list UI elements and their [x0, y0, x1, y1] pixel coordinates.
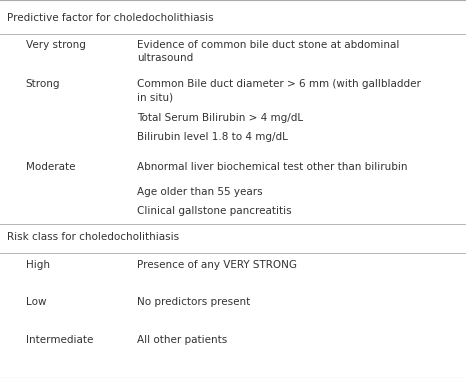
- Text: Low: Low: [26, 297, 46, 307]
- Text: Age older than 55 years: Age older than 55 years: [137, 187, 263, 197]
- Text: Bilirubin level 1.8 to 4 mg/dL: Bilirubin level 1.8 to 4 mg/dL: [137, 132, 288, 142]
- Text: Common Bile duct diameter > 6 mm (with gallbladder
in situ): Common Bile duct diameter > 6 mm (with g…: [137, 79, 421, 102]
- Text: Strong: Strong: [26, 79, 60, 89]
- Text: Clinical gallstone pancreatitis: Clinical gallstone pancreatitis: [137, 206, 292, 216]
- Text: Intermediate: Intermediate: [26, 335, 93, 345]
- Text: Predictive factor for choledocholithiasis: Predictive factor for choledocholithiasi…: [7, 13, 213, 23]
- Text: Presence of any VERY STRONG: Presence of any VERY STRONG: [137, 260, 297, 270]
- Text: Total Serum Bilirubin > 4 mg/dL: Total Serum Bilirubin > 4 mg/dL: [137, 113, 303, 123]
- Text: Risk class for choledocholithiasis: Risk class for choledocholithiasis: [7, 232, 179, 242]
- Text: Moderate: Moderate: [26, 162, 75, 172]
- Text: All other patients: All other patients: [137, 335, 228, 345]
- Text: Evidence of common bile duct stone at abdominal
ultrasound: Evidence of common bile duct stone at ab…: [137, 40, 400, 63]
- Text: No predictors present: No predictors present: [137, 297, 251, 307]
- Text: High: High: [26, 260, 50, 270]
- Text: Abnormal liver biochemical test other than bilirubin: Abnormal liver biochemical test other th…: [137, 162, 408, 172]
- Text: Very strong: Very strong: [26, 40, 85, 50]
